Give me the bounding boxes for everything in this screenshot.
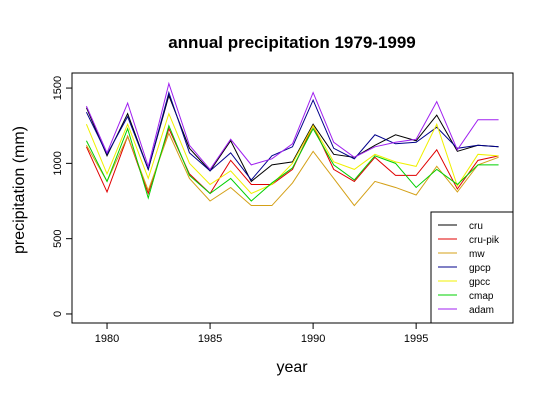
plot-frame xyxy=(71,72,514,324)
x-tick-label: 1985 xyxy=(198,333,222,345)
legend-label-cru-pik: cru-pik xyxy=(469,235,500,246)
x-axis-label: year xyxy=(276,359,308,376)
y-tick-label: 1500 xyxy=(52,76,64,100)
series-line-gpcc xyxy=(85,112,499,195)
chart-title: annual precipitation 1979-1999 xyxy=(168,33,416,52)
legend-label-gpcp: gpcp xyxy=(469,263,491,274)
legend-label-cru: cru xyxy=(469,221,483,232)
y-axis-label: precipitation (mm) xyxy=(11,126,28,254)
series-layer xyxy=(85,81,499,207)
x-tick-label: 1995 xyxy=(404,333,428,345)
legend-label-mw: mw xyxy=(469,249,485,260)
legend-label-adam: adam xyxy=(469,305,494,316)
legend-label-gpcc: gpcc xyxy=(469,277,490,288)
x-tick-label: 1980 xyxy=(95,333,119,345)
legend: cru cru-pik mw gpcp gpcc cmap adam xyxy=(430,211,514,324)
legend-label-cmap: cmap xyxy=(469,291,494,302)
axes: 1980 1985 1990 1995 0 500 1000 1500 xyxy=(52,76,428,345)
series-line-cmap xyxy=(85,124,499,202)
series-line-adam xyxy=(85,81,499,171)
series-line-gpcp xyxy=(85,90,499,181)
y-tick-label: 500 xyxy=(52,229,64,247)
y-tick-label: 1000 xyxy=(52,151,64,175)
y-tick-label: 0 xyxy=(52,311,64,317)
x-tick-label: 1990 xyxy=(301,333,325,345)
